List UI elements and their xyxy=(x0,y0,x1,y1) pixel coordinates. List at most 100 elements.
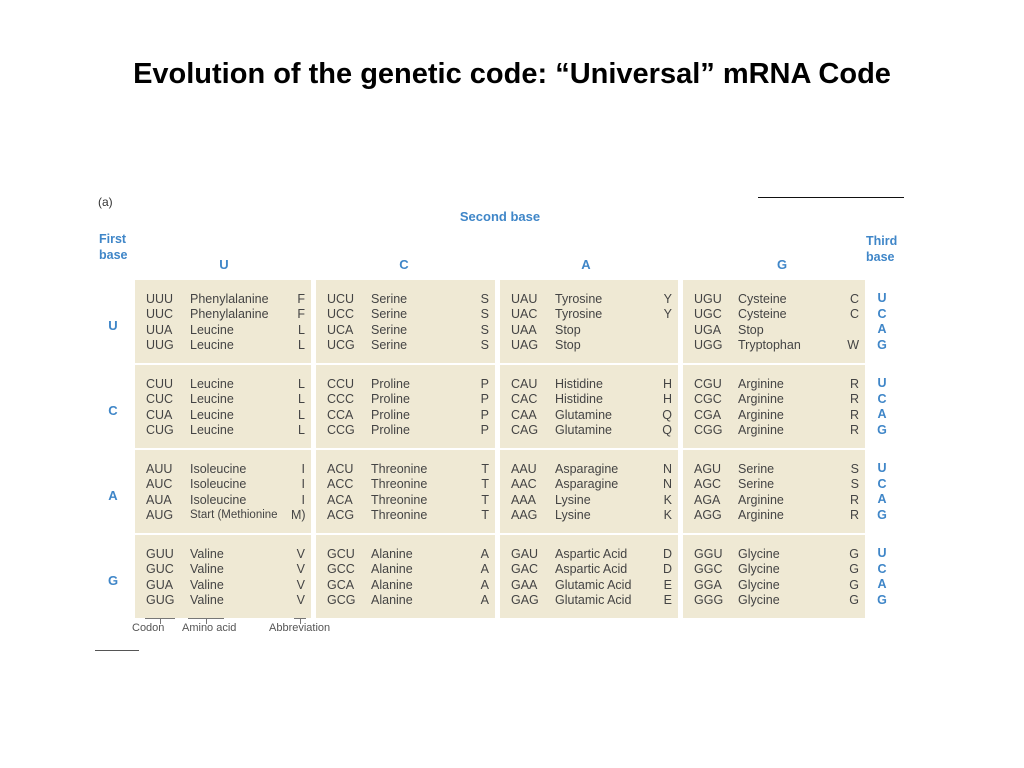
third-base-letter: A xyxy=(877,407,887,421)
codon: CAU xyxy=(511,376,538,391)
codon: AUC xyxy=(146,477,173,492)
amino-acid: Isoleucine xyxy=(190,477,247,492)
third-base-letter: C xyxy=(877,306,887,321)
amino-acid: Threonine xyxy=(371,508,428,523)
codon: CGU xyxy=(694,376,722,391)
codon-row: AGA Arginine R xyxy=(694,492,859,508)
abbreviation: S xyxy=(480,307,489,322)
amino-acid: Arginine xyxy=(738,407,784,422)
codon-row: GUU Valine V xyxy=(146,546,305,562)
codon: AAC xyxy=(511,477,537,492)
amino-acid: Cysteine xyxy=(738,307,787,322)
codon-row: UAC Tyrosine Y xyxy=(511,307,672,323)
codon: GUG xyxy=(146,593,175,608)
codon-row: CGU Arginine R xyxy=(694,376,859,392)
amino-acid: Serine xyxy=(371,307,408,322)
amino-acid: Serine xyxy=(371,338,408,353)
amino-acid: Leucine xyxy=(190,423,234,438)
abbreviation: N xyxy=(662,477,672,492)
amino-acid: Stop xyxy=(555,322,581,337)
codon-block: CGU Arginine R CGC Arginine R CGA Arginine R CGG A… xyxy=(683,365,865,448)
codon-row: GGU Glycine G xyxy=(694,546,859,562)
codon: AAU xyxy=(511,461,537,476)
first-base-row-header: A xyxy=(108,488,118,503)
abbreviation: S xyxy=(480,291,489,306)
first-base-header-line: base xyxy=(99,248,128,262)
codon: GGG xyxy=(694,593,724,608)
panel-label: (a) xyxy=(98,195,113,209)
codon-row: GUA Valine V xyxy=(146,577,305,593)
amino-acid: Proline xyxy=(371,376,410,391)
abbreviation: C xyxy=(849,307,859,322)
first-base-row-header: G xyxy=(107,573,119,588)
codon-block: UGU Cysteine C UGC Cysteine C UGA Stop UGG Trypto… xyxy=(683,280,865,363)
third-base-letter: A xyxy=(877,577,887,591)
codon: CGA xyxy=(694,407,722,422)
second-base-column-header: G xyxy=(776,257,788,272)
codon: UAU xyxy=(511,291,538,306)
amino-acid: Leucine xyxy=(190,338,234,353)
amino-acid: Glycine xyxy=(738,577,780,592)
codon-bracket-tick xyxy=(160,618,161,624)
codon-row: UUU Phenylalanine F xyxy=(146,291,305,307)
codon: CAG xyxy=(511,423,539,438)
amino-acid: Glutamic Acid xyxy=(555,593,632,608)
codon: AGC xyxy=(694,477,722,492)
abbreviation: Q xyxy=(662,407,672,422)
codon-row: AAA Lysine K xyxy=(511,492,672,508)
codon: ACA xyxy=(327,492,353,507)
codon: CGG xyxy=(694,423,723,438)
amino-acid: Serine xyxy=(371,291,408,306)
codon-row: UGA Stop xyxy=(694,322,859,338)
abbreviation: K xyxy=(663,508,672,523)
amino-acid: Lysine xyxy=(555,492,591,507)
codon: GAC xyxy=(511,562,539,577)
codon-row: CUA Leucine L xyxy=(146,407,305,423)
codon: CGC xyxy=(694,392,722,407)
codon-legend: Codon xyxy=(132,622,165,634)
codon-row: AAC Asparagine N xyxy=(511,477,672,493)
codon-row: ACC Threonine T xyxy=(327,477,489,493)
abbreviation: V xyxy=(296,593,305,608)
codon: GCG xyxy=(327,593,356,608)
amino-acid: Phenylalanine xyxy=(190,291,269,306)
slide-title: Evolution of the genetic code: “Universa… xyxy=(133,58,891,90)
second-base-column-header: C xyxy=(399,257,409,272)
abbreviation: R xyxy=(849,423,859,438)
codon-block: ACU Threonine T ACC Threonine T ACA Threonine T A… xyxy=(316,450,495,533)
amino-acid: Glycine xyxy=(738,562,780,577)
amino-acid: Isoleucine xyxy=(190,461,247,476)
abbreviation: P xyxy=(480,376,489,391)
abbreviation: F xyxy=(297,307,305,322)
amino-acid: Arginine xyxy=(738,423,784,438)
amino-acid: Proline xyxy=(371,392,410,407)
third-base-letter: G xyxy=(877,337,887,352)
codon: UCU xyxy=(327,291,355,306)
abbreviation: D xyxy=(662,546,672,561)
abbreviation: S xyxy=(850,477,859,492)
third-base-letter: C xyxy=(877,391,887,406)
codon-row: AGU Serine S xyxy=(694,461,859,477)
codon-row: CCA Proline P xyxy=(327,407,489,423)
codon-row: GAU Aspartic Acid D xyxy=(511,546,672,562)
abbreviation: L xyxy=(298,392,305,407)
abbreviation: G xyxy=(849,577,859,592)
amino-acid: Threonine xyxy=(371,492,428,507)
codon-row: CAA Glutamine Q xyxy=(511,407,672,423)
first-base-header: First base xyxy=(99,231,128,263)
abbreviation: A xyxy=(480,593,489,608)
abbreviation: A xyxy=(480,577,489,592)
codon: UUG xyxy=(146,338,174,353)
codon-row: ACU Threonine T xyxy=(327,461,489,477)
codon-row: GCC Alanine A xyxy=(327,562,489,578)
abbreviation: S xyxy=(480,338,489,353)
codon-row: UUA Leucine L xyxy=(146,322,305,338)
abbreviation: D xyxy=(662,562,672,577)
abbreviation: C xyxy=(849,291,859,306)
third-base-letter: U xyxy=(877,291,887,305)
codon-row: GUG Valine V xyxy=(146,593,305,609)
codon-row: CAC Histidine H xyxy=(511,392,672,408)
codon: UGA xyxy=(694,322,722,337)
